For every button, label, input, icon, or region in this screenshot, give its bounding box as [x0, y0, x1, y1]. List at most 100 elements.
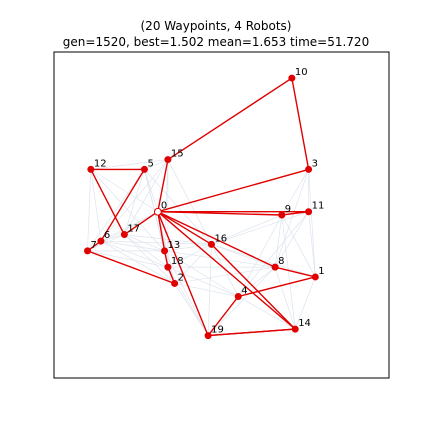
background-edge [100, 240, 169, 268]
background-edge [167, 266, 239, 297]
route-3 [86, 168, 176, 285]
waypoint-marker-6 [97, 237, 105, 245]
waypoint-label-1: 1 [318, 266, 324, 277]
background-edge [238, 266, 276, 297]
background-edge [167, 244, 212, 268]
background-edge [124, 234, 169, 268]
background-edge [294, 276, 316, 330]
background-edge [144, 159, 169, 170]
background-edge [157, 211, 175, 284]
background-edge [281, 214, 296, 330]
background-edge [124, 234, 175, 284]
plot-frame [53, 51, 390, 379]
waypoint-label-14: 14 [298, 318, 311, 329]
waypoint-label-3: 3 [312, 158, 318, 169]
waypoint-marker-13 [161, 247, 169, 255]
waypoint-marker-19 [204, 332, 212, 340]
background-edge [274, 169, 309, 268]
background-edge [308, 169, 316, 277]
waypoint-label-17: 17 [127, 224, 140, 235]
background-edge [87, 234, 125, 252]
route-1 [157, 77, 310, 213]
background-edge [90, 169, 159, 213]
waypoint-label-7: 7 [91, 240, 97, 251]
background-edge [124, 169, 145, 235]
background-edge [207, 266, 276, 336]
background-edge [174, 283, 239, 297]
background-edge [164, 243, 212, 252]
waypoint-label-2: 2 [178, 272, 184, 283]
background-edge [124, 234, 212, 245]
waypoint-marker-1 [311, 273, 319, 281]
waypoint-marker-16 [207, 240, 215, 248]
waypoint-label-15: 15 [171, 149, 184, 160]
waypoint-marker-4 [234, 292, 242, 300]
background-edge [90, 169, 165, 252]
background-edge [87, 250, 168, 268]
background-edge [124, 234, 165, 252]
waypoint-marker-12 [87, 165, 95, 173]
background-edge [174, 244, 212, 284]
background-edge [308, 211, 316, 277]
background-edge [90, 169, 102, 242]
waypoint-marker-17 [120, 231, 128, 239]
waypoint-label-10: 10 [295, 67, 308, 78]
background-edge [100, 240, 175, 284]
background-edge [100, 240, 212, 245]
waypoint-marker-3 [305, 165, 313, 173]
background-edge [281, 169, 309, 216]
waypoint-label-0: 0 [161, 201, 167, 212]
background-edge [87, 169, 92, 251]
background-edge [164, 250, 276, 268]
background-edge [100, 234, 125, 242]
background-edge [124, 159, 169, 235]
waypoint-marker-5 [140, 165, 148, 173]
waypoint-marker-11 [305, 208, 313, 216]
background-edge [100, 240, 165, 252]
background-edge [211, 244, 239, 297]
waypoint-label-9: 9 [285, 204, 291, 215]
waypoint-marker-18 [164, 263, 172, 271]
background-edge [90, 159, 168, 170]
background-edge [211, 244, 276, 268]
waypoint-label-18: 18 [171, 256, 184, 267]
waypoint-marker-14 [291, 325, 299, 333]
waypoint-label-12: 12 [94, 158, 107, 169]
waypoint-marker-10 [288, 74, 296, 82]
waypoint-label-5: 5 [147, 158, 153, 169]
background-edge [167, 159, 212, 245]
route-edges [86, 77, 316, 337]
waypoint-marker-8 [271, 263, 279, 271]
waypoint-label-4: 4 [241, 286, 247, 297]
background-edge [211, 214, 282, 245]
background-edge [144, 169, 159, 212]
waypoints [84, 74, 319, 340]
background-edge [237, 214, 283, 297]
background-edge [100, 159, 169, 242]
background-edge [281, 214, 316, 278]
background-edge [211, 244, 316, 278]
background-edge [207, 244, 212, 336]
background-edge [274, 214, 283, 268]
waypoint-marker-15 [164, 156, 172, 164]
waypoint-label-8: 8 [278, 256, 284, 267]
waypoint-marker-7 [84, 247, 92, 255]
background-edge [211, 211, 309, 245]
waypoint-marker-2 [171, 279, 179, 287]
background-edge [174, 283, 209, 336]
background-edge [238, 296, 296, 330]
background-edge [164, 159, 169, 251]
background-edge [167, 266, 209, 336]
depot-marker [153, 207, 162, 216]
waypoint-label-11: 11 [312, 201, 325, 212]
background-edge [274, 211, 309, 268]
waypoint-label-19: 19 [211, 325, 224, 336]
waypoint-label-6: 6 [104, 230, 110, 241]
chart-title-line-2: gen=1520, best=1.502 mean=1.653 time=51.… [62, 35, 370, 49]
waypoint-marker-9 [278, 211, 286, 219]
background-edge [174, 266, 276, 284]
route-2 [157, 210, 310, 216]
chart-title-line-1: (20 Waypoints, 4 Robots) [140, 19, 292, 33]
